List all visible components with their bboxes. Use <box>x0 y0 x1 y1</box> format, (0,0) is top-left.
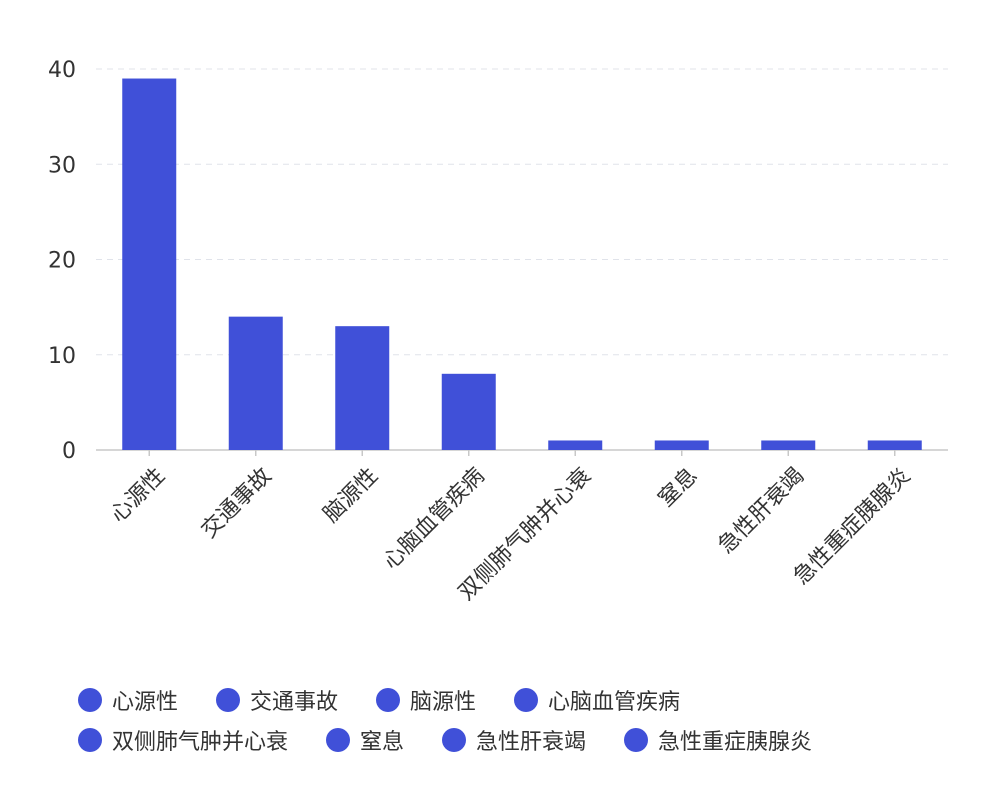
x-tick-label: 急性肝衰竭 <box>714 463 809 558</box>
legend-label: 急性重症胰腺炎 <box>658 730 813 755</box>
bar <box>867 440 922 450</box>
legend-marker-icon <box>326 728 351 752</box>
bar <box>441 373 496 450</box>
legend-item[interactable]: 脑源性 <box>376 684 476 716</box>
legend-row: 心源性 交通事故 脑源性 心脑血管疾病 <box>78 680 978 720</box>
legend-label: 心脑血管疾病 <box>548 690 681 715</box>
legend-label: 交通事故 <box>250 690 339 715</box>
bar <box>228 316 283 450</box>
legend-item[interactable]: 急性重症胰腺炎 <box>624 724 812 756</box>
y-tick-label: 20 <box>48 249 76 274</box>
legend: 心源性 交通事故 脑源性 心脑血管疾病双侧肺气肿并心衰 窒息 急性肝衰竭 急性重症胰腺炎 <box>78 680 978 760</box>
y-tick-label: 40 <box>48 58 76 83</box>
legend-item[interactable]: 窒息 <box>326 724 404 756</box>
y-tick-label: 10 <box>48 344 76 369</box>
bar <box>122 78 177 451</box>
legend-item[interactable]: 双侧肺气肿并心衰 <box>78 724 288 756</box>
legend-label: 窒息 <box>360 730 405 755</box>
legend-marker-icon <box>376 688 401 712</box>
x-tick-label: 窒息 <box>654 463 703 512</box>
y-tick-label: 30 <box>48 153 76 178</box>
legend-label: 双侧肺气肿并心衰 <box>112 730 289 755</box>
x-tick-label: 心脑血管疾病 <box>379 463 490 574</box>
bar <box>548 440 603 450</box>
bar <box>654 440 709 450</box>
legend-marker-icon <box>216 688 241 712</box>
legend-marker-icon <box>442 728 467 752</box>
legend-label: 急性肝衰竭 <box>476 730 587 755</box>
x-tick-label: 急性重症胰腺炎 <box>789 463 916 590</box>
legend-row: 双侧肺气肿并心衰 窒息 急性肝衰竭 急性重症胰腺炎 <box>78 720 978 760</box>
legend-item[interactable]: 交通事故 <box>216 684 338 716</box>
legend-item[interactable]: 心脑血管疾病 <box>514 684 680 716</box>
legend-marker-icon <box>624 728 649 752</box>
y-tick-label: 0 <box>62 439 76 464</box>
legend-item[interactable]: 心源性 <box>78 684 178 716</box>
bar <box>335 326 390 450</box>
legend-label: 脑源性 <box>410 690 477 715</box>
x-tick-label: 交通事故 <box>197 463 277 543</box>
legend-marker-icon <box>78 688 102 712</box>
x-tick-label: 心源性 <box>106 463 170 527</box>
legend-label: 心源性 <box>112 690 179 715</box>
legend-item[interactable]: 急性肝衰竭 <box>442 724 586 756</box>
legend-marker-icon <box>514 688 539 712</box>
bar <box>761 440 816 450</box>
legend-marker-icon <box>78 728 102 752</box>
x-tick-label: 脑源性 <box>319 463 383 527</box>
